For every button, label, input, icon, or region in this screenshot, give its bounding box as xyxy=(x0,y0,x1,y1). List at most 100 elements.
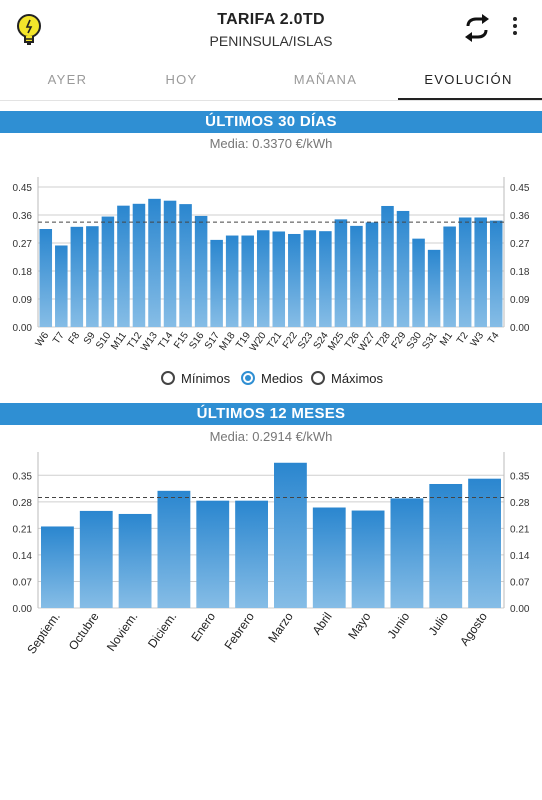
x-tick-label: Diciem. xyxy=(145,610,179,651)
bar[interactable] xyxy=(132,203,146,327)
x-tick-label: W20 xyxy=(248,330,269,354)
bar[interactable] xyxy=(390,498,424,608)
y-tick-label-right: 0.14 xyxy=(510,551,530,562)
bar[interactable] xyxy=(443,226,456,327)
tab-ayer[interactable]: AYER xyxy=(47,72,88,87)
y-tick-label-left: 0.14 xyxy=(13,551,33,562)
bar[interactable] xyxy=(365,222,379,327)
chart-30-days: 0.00 0.00 0.09 0.09 0.18 0.18 0.27 0.27 0.36 0.36… xyxy=(13,177,530,354)
y-tick-label-left: 0.00 xyxy=(13,604,33,615)
page-subtitle: PENINSULA/ISLAS xyxy=(209,33,333,49)
y-tick-label-right: 0.09 xyxy=(510,295,530,306)
bar[interactable] xyxy=(39,229,53,327)
y-tick-label-left: 0.45 xyxy=(13,183,33,194)
bar[interactable] xyxy=(458,217,472,327)
tab-manana[interactable]: MAÑANA xyxy=(293,72,358,87)
radio-maximos[interactable]: Máximos xyxy=(311,367,383,389)
y-tick-label-right: 0.28 xyxy=(510,498,530,509)
radio-maximos-label: Máximos xyxy=(331,370,384,386)
x-tick-label: F15 xyxy=(172,330,191,351)
radio-minimos[interactable]: Mínimos xyxy=(161,367,230,389)
bar[interactable] xyxy=(118,513,152,608)
y-tick-label-right: 0.27 xyxy=(510,239,530,250)
x-tick-label: Septiem. xyxy=(24,610,63,657)
radio-minimos-circle[interactable] xyxy=(161,371,175,385)
x-tick-label: M11 xyxy=(109,330,129,352)
y-tick-label-left: 0.00 xyxy=(13,323,33,334)
x-tick-label: W13 xyxy=(139,330,160,354)
x-tick-label: Octubre xyxy=(66,609,102,652)
bar[interactable] xyxy=(241,235,254,327)
section-12-months-title: ÚLTIMOS 12 MESES xyxy=(0,403,542,425)
x-tick-label: Marzo xyxy=(265,609,296,645)
page-title: TARIFA 2.0TD xyxy=(217,11,325,28)
bar[interactable] xyxy=(319,231,332,327)
bar[interactable] xyxy=(256,230,270,327)
bar[interactable] xyxy=(334,219,348,327)
bar[interactable] xyxy=(412,238,425,327)
bar[interactable] xyxy=(196,500,230,608)
bar[interactable] xyxy=(235,500,268,608)
x-tick-label: F8 xyxy=(67,330,83,346)
bar[interactable] xyxy=(427,249,441,327)
bar[interactable] xyxy=(210,239,223,327)
radio-medios[interactable]: Medios xyxy=(241,367,303,389)
x-tick-label: Mayo xyxy=(345,609,373,641)
y-tick-label-right: 0.21 xyxy=(510,524,530,535)
tab-bar: AYER HOY MAÑANA EVOLUCIÓN xyxy=(0,62,542,101)
y-tick-label-right: 0.35 xyxy=(510,471,530,482)
bar[interactable] xyxy=(163,200,177,327)
bar[interactable] xyxy=(157,490,191,608)
y-tick-label-right: 0.45 xyxy=(510,183,530,194)
bar[interactable] xyxy=(351,510,385,608)
x-tick-label: T28 xyxy=(374,330,393,351)
bar[interactable] xyxy=(101,216,115,327)
radio-medios-label: Medios xyxy=(261,370,303,386)
section-30-days-average: Media: 0.3370 €/kWh xyxy=(209,136,333,151)
lightbulb-icon[interactable] xyxy=(14,12,46,48)
bar[interactable] xyxy=(179,204,192,327)
bar[interactable] xyxy=(225,235,239,327)
bar[interactable] xyxy=(396,210,410,327)
y-tick-label-left: 0.28 xyxy=(13,498,33,509)
chart-12-months: 0.00 0.00 0.07 0.07 0.14 0.14 0.21 0.21 0.28 0.28… xyxy=(13,452,530,657)
bar[interactable] xyxy=(272,231,286,327)
bar[interactable] xyxy=(288,233,301,327)
x-tick-label: S23 xyxy=(296,330,315,351)
bar[interactable] xyxy=(148,198,161,327)
tab-evolucion[interactable]: EVOLUCIÓN xyxy=(424,72,513,87)
y-tick-label-left: 0.07 xyxy=(13,577,33,588)
bar[interactable] xyxy=(41,526,74,608)
bar[interactable] xyxy=(429,483,463,608)
bar[interactable] xyxy=(350,225,363,327)
x-tick-label: Febrero xyxy=(221,609,257,652)
bar[interactable] xyxy=(117,205,130,327)
x-tick-label: Agosto xyxy=(457,609,490,648)
x-tick-label: Noviem. xyxy=(104,610,141,654)
x-tick-label: W6 xyxy=(34,330,52,349)
bar[interactable] xyxy=(274,462,307,608)
bar[interactable] xyxy=(489,220,503,327)
bar[interactable] xyxy=(70,226,84,327)
more-vert-icon[interactable] xyxy=(505,14,525,44)
x-tick-label: M18 xyxy=(217,330,237,353)
refresh-icon[interactable] xyxy=(462,13,492,43)
y-tick-label-right: 0.07 xyxy=(510,577,530,588)
y-tick-label-left: 0.18 xyxy=(13,267,33,278)
bar[interactable] xyxy=(474,217,487,327)
y-tick-label-left: 0.35 xyxy=(13,471,33,482)
bar[interactable] xyxy=(381,205,394,327)
bar[interactable] xyxy=(194,215,208,327)
x-tick-label: Julio xyxy=(426,609,452,638)
bar[interactable] xyxy=(55,245,68,327)
bar[interactable] xyxy=(79,510,113,608)
bar[interactable] xyxy=(312,507,346,608)
x-tick-label: M1 xyxy=(438,330,455,348)
radio-maximos-circle[interactable] xyxy=(311,371,325,385)
radio-medios-circle[interactable] xyxy=(241,371,255,385)
bar[interactable] xyxy=(468,478,501,608)
tab-hoy[interactable]: HOY xyxy=(165,72,198,87)
bar[interactable] xyxy=(86,226,99,327)
x-tick-label: S31 xyxy=(420,330,439,351)
bar[interactable] xyxy=(303,230,317,327)
